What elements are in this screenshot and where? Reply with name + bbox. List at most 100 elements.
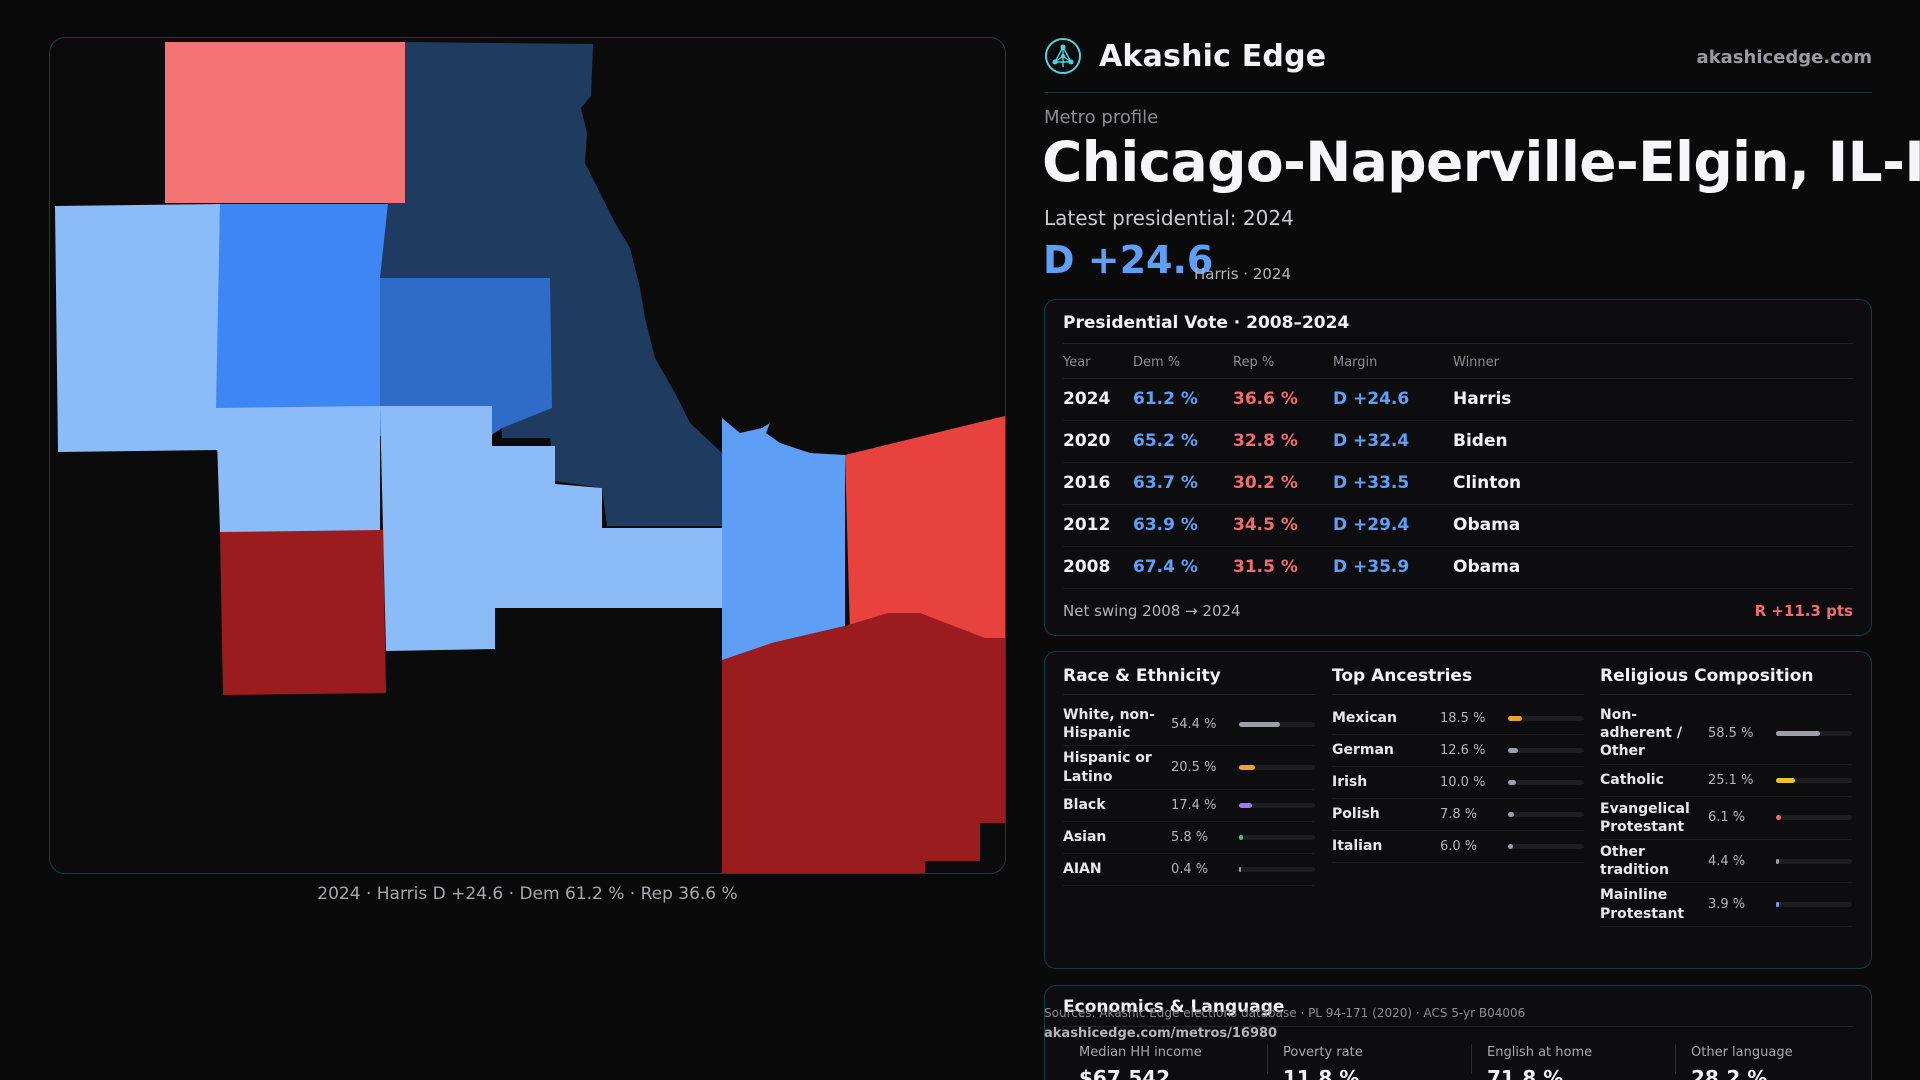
latest-margin: D +24.6 [1043, 238, 1214, 282]
stat-label: Hispanic or Latino [1063, 750, 1152, 785]
cell-winner: Biden [1453, 420, 1853, 463]
stat-bar-fill [1508, 844, 1513, 849]
cell-year: 2012 [1063, 504, 1133, 547]
econ-value: $67,542 [1079, 1066, 1171, 1080]
stat-label: Mexican [1332, 710, 1397, 727]
county-porter[interactable] [845, 416, 1005, 678]
cell-winner: Obama [1453, 546, 1853, 589]
eyebrow: Metro profile [1044, 107, 1159, 128]
stat-label: Evangelical Protestant [1600, 800, 1690, 835]
col-header-margin[interactable]: Margin [1333, 348, 1453, 379]
stat-row: German 12.6 % [1332, 735, 1584, 767]
cell-year: 2008 [1063, 546, 1133, 589]
stat-value: 54.4 % [1171, 716, 1217, 732]
county-will[interactable] [380, 406, 722, 651]
table-row[interactable]: 2024 61.2 % 36.6 % D +24.6 Harris [1063, 378, 1853, 421]
cell-margin: D +33.5 [1333, 462, 1453, 505]
county-map-svg [55, 42, 1005, 874]
religion-column: Religious Composition Non-adherent / Oth… [1600, 666, 1852, 927]
stat-row: Hispanic or Latino 20.5 % [1063, 746, 1315, 790]
demographics-card: Race & Ethnicity White, non-Hispanic 54.4… [1044, 651, 1872, 969]
stat-bar-fill [1508, 812, 1514, 817]
cell-margin: D +32.4 [1333, 420, 1453, 463]
econ-english-home: English at home 71.8 % [1487, 1045, 1592, 1080]
stat-bar-fill [1776, 902, 1779, 907]
stat-bar [1508, 716, 1584, 721]
card-title: Economics & Language [1063, 997, 1285, 1017]
divider [1471, 1044, 1472, 1074]
stat-row: Catholic 25.1 % [1600, 765, 1852, 797]
stat-bar [1776, 777, 1852, 783]
stat-row: Black 17.4 % [1063, 790, 1315, 822]
table-row[interactable]: 2016 63.7 % 30.2 % D +33.5 Clinton [1063, 462, 1853, 505]
stat-row: Mexican 18.5 % [1332, 703, 1584, 735]
cell-margin: D +35.9 [1333, 546, 1453, 589]
stat-row: Mainline Protestant 3.9 % [1600, 883, 1852, 927]
latest-label: Latest presidential: 2024 [1044, 206, 1294, 230]
cell-dem: 61.2 % [1133, 378, 1233, 421]
stat-value: 7.8 % [1440, 807, 1478, 822]
county-kenosha[interactable] [165, 42, 405, 203]
stat-value: 3.9 % [1708, 897, 1746, 912]
economics-card: Economics & Language Median HH income $6… [1044, 985, 1872, 1080]
page-title: Chicago-Naperville-Elgin, IL-IN [1042, 130, 1920, 194]
county-lake-il[interactable] [405, 42, 605, 203]
table-row[interactable]: 2008 67.4 % 31.5 % D +35.9 Obama [1063, 546, 1853, 589]
stat-value: 5.8 % [1171, 829, 1209, 845]
county-lake-in[interactable] [722, 418, 845, 660]
brand-url-link[interactable]: akashicedge.com [1696, 47, 1872, 68]
col-header-dem[interactable]: Dem % [1133, 348, 1233, 379]
stat-bar-fill [1239, 866, 1242, 872]
table-row[interactable]: 2012 63.9 % 34.5 % D +29.4 Obama [1063, 504, 1853, 547]
cell-rep: 31.5 % [1233, 546, 1333, 589]
econ-label: Other language [1691, 1045, 1793, 1060]
stat-bar [1239, 802, 1315, 808]
county-grundy[interactable] [220, 530, 386, 695]
cell-rep: 32.8 % [1233, 420, 1333, 463]
stat-bar-fill [1239, 834, 1244, 840]
section-title: Religious Composition [1600, 666, 1852, 695]
sources-note: Sources: Akashic Edge elections database… [1044, 1006, 1526, 1020]
stat-value: 25.1 % [1708, 772, 1754, 788]
divider [1675, 1044, 1676, 1074]
divider [1267, 1044, 1268, 1074]
cell-margin: D +24.6 [1333, 378, 1453, 421]
county-dekalb[interactable] [55, 204, 220, 452]
stat-bar-fill [1776, 858, 1780, 864]
section-title: Race & Ethnicity [1063, 666, 1315, 695]
stat-label: Catholic [1600, 771, 1664, 788]
source-url-link[interactable]: akashicedge.com/metros/16980 [1044, 1026, 1278, 1041]
cell-year: 2020 [1063, 420, 1133, 463]
cell-dem: 65.2 % [1133, 420, 1233, 463]
stat-label: White, non-Hispanic [1063, 707, 1155, 742]
county-jasper-newton[interactable] [722, 613, 1005, 874]
stat-value: 0.4 % [1171, 861, 1209, 877]
stat-bar [1776, 730, 1852, 736]
stat-bar-fill [1239, 721, 1281, 727]
stat-label: Mainline Protestant [1600, 887, 1685, 922]
stat-label: Asian [1063, 829, 1107, 846]
col-header-rep[interactable]: Rep % [1233, 348, 1333, 379]
stat-row: Evangelical Protestant 6.1 % [1600, 797, 1852, 840]
stat-bar [1776, 815, 1852, 821]
col-header-year[interactable]: Year [1063, 348, 1133, 379]
stat-value: 18.5 % [1440, 711, 1486, 726]
stat-bar [1239, 765, 1315, 771]
stat-value: 58.5 % [1708, 725, 1754, 741]
county-kendall[interactable] [216, 406, 380, 532]
table-row[interactable]: 2020 65.2 % 32.8 % D +32.4 Biden [1063, 420, 1853, 463]
stat-bar [1239, 866, 1315, 872]
latest-margin-sub: Harris · 2024 [1194, 265, 1292, 283]
metro-county-map[interactable] [49, 37, 1006, 874]
stat-row: Other tradition 4.4 % [1600, 840, 1852, 884]
econ-label: Poverty rate [1283, 1045, 1363, 1060]
county-kane[interactable] [216, 204, 388, 408]
stat-value: 6.0 % [1440, 839, 1478, 854]
header-divider [1044, 92, 1872, 93]
stat-bar [1508, 748, 1584, 753]
brand[interactable]: Akashic Edge [1043, 36, 1326, 76]
col-header-winner[interactable]: Winner [1453, 348, 1853, 379]
stat-label: Non-adherent / Other [1600, 707, 1682, 760]
county-dupage[interactable] [380, 278, 552, 436]
cell-margin: D +29.4 [1333, 504, 1453, 547]
